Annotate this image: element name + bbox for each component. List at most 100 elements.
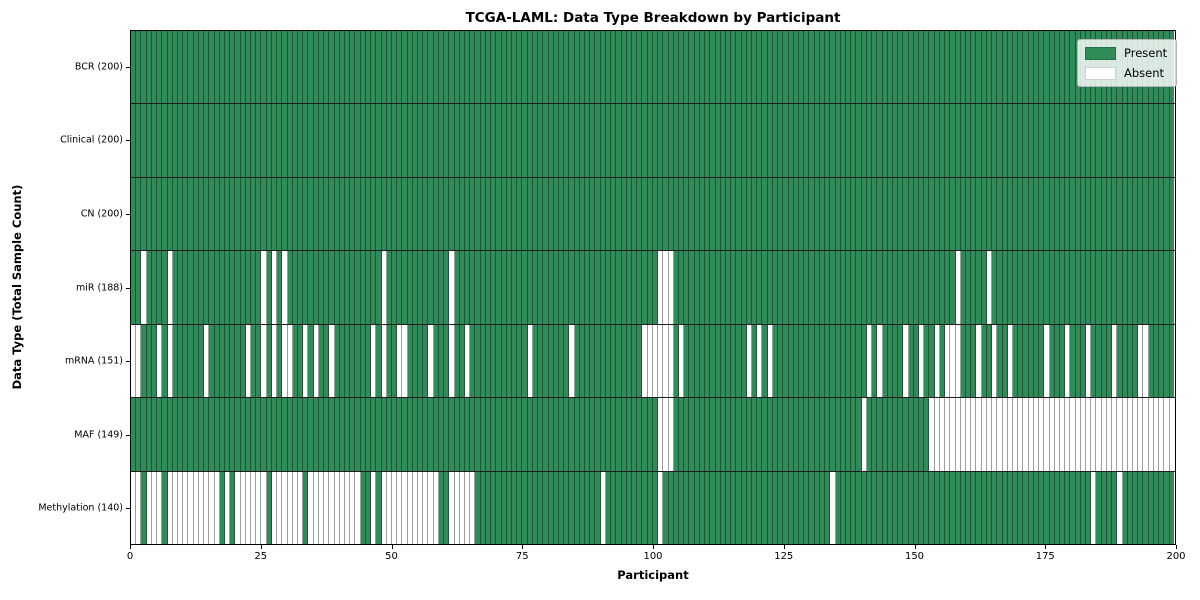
heatmap-cell (621, 471, 627, 544)
heatmap-cell (595, 471, 601, 544)
heatmap-cell (673, 104, 679, 177)
heatmap-cell (913, 251, 920, 324)
heatmap-cell (663, 324, 669, 398)
heatmap-cell (538, 177, 544, 251)
heatmap-cell (919, 324, 925, 398)
heatmap-cell (501, 324, 507, 398)
heatmap-cell (298, 104, 304, 177)
heatmap-cell (193, 398, 199, 471)
x-tick-mark (260, 545, 262, 549)
heatmap-cell (1164, 324, 1170, 398)
heatmap-cell (1075, 104, 1081, 177)
heatmap-cell (1059, 398, 1066, 471)
heatmap-cell (976, 31, 982, 104)
heatmap-cell (1080, 324, 1087, 398)
heatmap-cell (637, 324, 643, 398)
heatmap-cell (459, 398, 465, 471)
heatmap-cell (689, 471, 695, 544)
heatmap-cell (1059, 31, 1066, 104)
heatmap-cell (872, 471, 878, 544)
heatmap-cell (511, 324, 518, 398)
heatmap-cell (266, 398, 272, 471)
heatmap-cell (986, 31, 993, 104)
heatmap-cell (308, 31, 314, 104)
heatmap-cell (950, 251, 956, 324)
heatmap-cell (966, 471, 972, 544)
heatmap-cell (1164, 398, 1170, 471)
heatmap-cell (402, 31, 408, 104)
heatmap-cell (600, 104, 606, 177)
heatmap-cell (522, 104, 528, 177)
heatmap-cell (725, 471, 732, 544)
heatmap-cell (1065, 104, 1071, 177)
heatmap-cell (564, 324, 570, 398)
heatmap-cell (261, 398, 267, 471)
heatmap-cell (611, 177, 617, 251)
heatmap-cell (762, 398, 768, 471)
heatmap-cell (303, 251, 309, 324)
heatmap-cell (1101, 471, 1107, 544)
heatmap-cell (298, 251, 304, 324)
heatmap-cell (428, 324, 434, 398)
heatmap-cell (882, 177, 888, 251)
heatmap-cell (1049, 31, 1055, 104)
heatmap-cell (971, 31, 977, 104)
heatmap-cell (282, 31, 288, 104)
heatmap-cell (1039, 251, 1045, 324)
heatmap-cell (1159, 251, 1165, 324)
heatmap-cell (558, 104, 565, 177)
heatmap-cell (172, 398, 178, 471)
heatmap-cell (621, 177, 627, 251)
heatmap-cell (1023, 471, 1029, 544)
heatmap-cell (1133, 177, 1139, 251)
heatmap-cell (1096, 398, 1102, 471)
x-tick-label: 0 (126, 551, 134, 562)
heatmap-cell (558, 471, 565, 544)
heatmap-cell (397, 324, 403, 398)
heatmap-cell (1080, 104, 1087, 177)
heatmap-cell (1002, 104, 1008, 177)
heatmap-cell (678, 177, 685, 251)
heatmap-cell (344, 177, 351, 251)
heatmap-cell (746, 471, 753, 544)
heatmap-cell (1065, 398, 1071, 471)
heatmap-cell (444, 251, 450, 324)
heatmap-cell (1169, 471, 1174, 544)
heatmap-cell (887, 104, 893, 177)
heatmap-cell (1117, 177, 1123, 251)
heatmap-cell (992, 177, 998, 251)
heatmap-cell (428, 177, 434, 251)
heatmap-cell (219, 251, 225, 324)
heatmap-cell (658, 104, 664, 177)
heatmap-cell (741, 251, 747, 324)
heatmap-cell (1059, 251, 1066, 324)
heatmap-cell (256, 398, 262, 471)
x-axis-label: Participant (617, 568, 689, 582)
heatmap-cell (939, 324, 946, 398)
heatmap-cell (1044, 104, 1050, 177)
heatmap-cell (402, 251, 408, 324)
heatmap-cell (715, 471, 721, 544)
heatmap-cell (1133, 471, 1139, 544)
heatmap-cell (1065, 471, 1071, 544)
heatmap-cell (778, 177, 784, 251)
heatmap-cell (851, 31, 857, 104)
heatmap-cell (532, 177, 539, 251)
heatmap-cell (543, 398, 549, 471)
heatmap-cell (715, 324, 721, 398)
heatmap-cell (188, 324, 194, 398)
heatmap-cell (814, 104, 820, 177)
heatmap-cell (193, 177, 199, 251)
heatmap-cell (569, 104, 575, 177)
heatmap-cell (198, 398, 205, 471)
heatmap-cell (532, 251, 539, 324)
heatmap-cell (767, 104, 773, 177)
heatmap-cell (626, 324, 632, 398)
heatmap-cell (1159, 104, 1165, 177)
heatmap-cell (819, 104, 826, 177)
heatmap-cell (558, 398, 565, 471)
heatmap-cell (877, 251, 883, 324)
heatmap-cell (632, 398, 638, 471)
heatmap-cell (1028, 104, 1034, 177)
heatmap-cell (240, 324, 246, 398)
